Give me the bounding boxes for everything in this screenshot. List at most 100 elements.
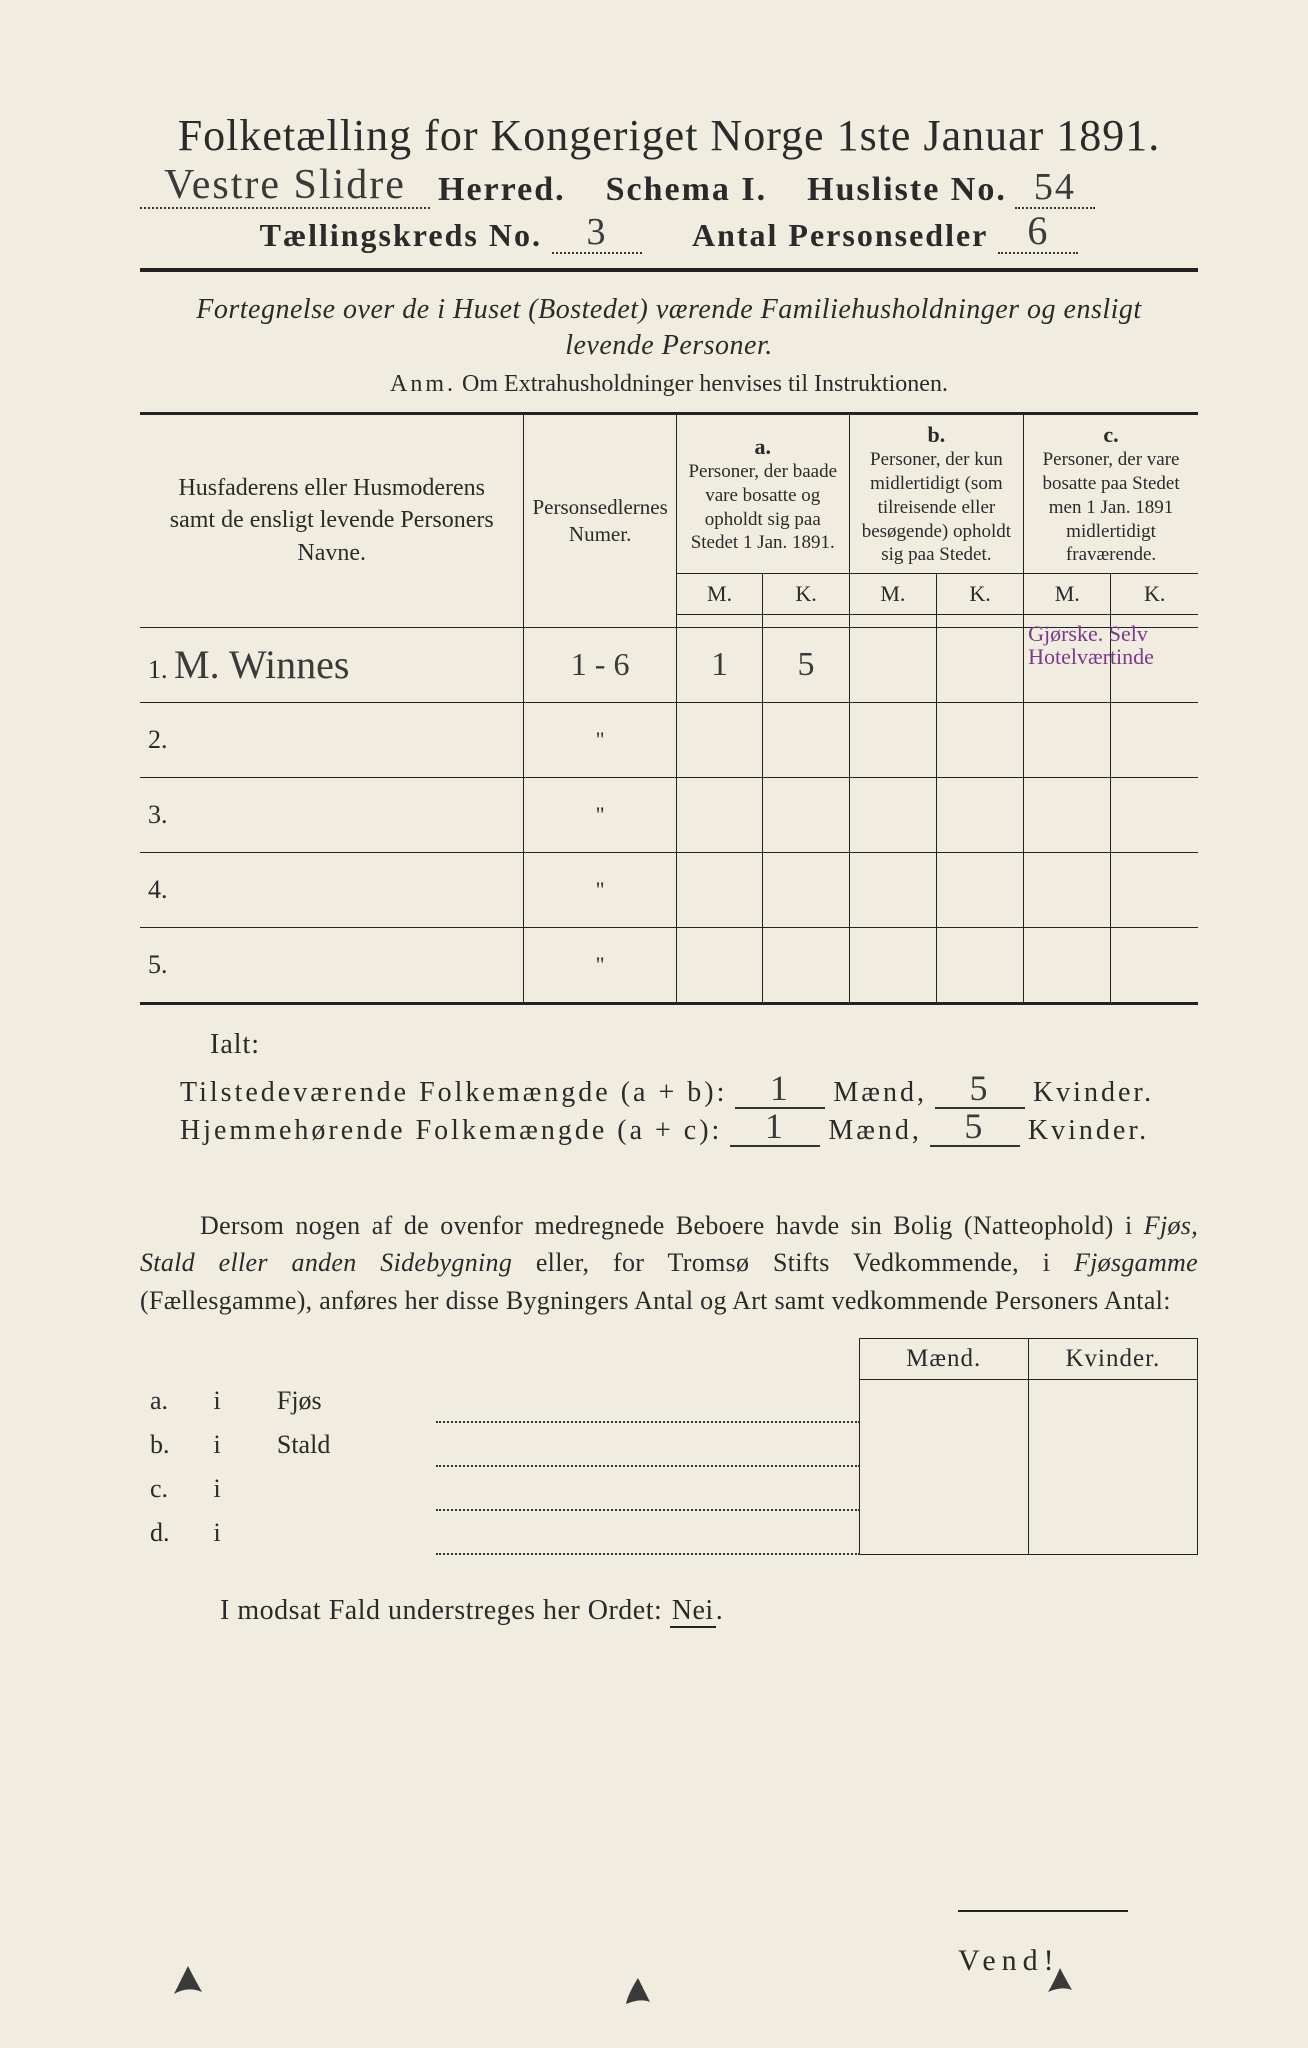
intro-line2: levende Personer. [565,330,773,361]
row-value-cell [937,702,1024,777]
sub-head-m: Mænd. [859,1338,1028,1379]
herred-field: Vestre Slidre [140,173,430,209]
row-value-cell [763,702,849,777]
nei-word: Nei [670,1595,716,1628]
sub-row-letter: a. [140,1379,203,1422]
col-c-k: K. [1111,574,1198,615]
punch-mark [1042,1962,1078,1998]
intro-line1: Fortegnelse over de i Huset (Bostedet) v… [196,294,1141,325]
row-num-cell: " [524,702,676,777]
row-value-cell [849,927,936,1003]
anm-line: Anm. Om Extrahusholdninger henvises til … [140,371,1198,398]
page-title: Folketælling for Kongeriget Norge 1ste J… [140,110,1198,161]
sub-row-m [859,1422,1028,1466]
nei-line: I modsat Fald understreges her Ordet: Ne… [220,1595,1198,1627]
row-value-cell [676,702,763,777]
sub-row-k [1028,1422,1197,1466]
row-num-cell: 1 - 6 [524,627,676,702]
row-value-cell [1111,702,1198,777]
sub-row-i: i [203,1422,266,1466]
row-value-cell [937,777,1024,852]
row-value-cell: Gjørske. Selv Hotelværtinde [1024,627,1111,702]
col-header-num: Personsedlernes Numer. [524,413,676,627]
row-num-cell: " [524,927,676,1003]
row-value-cell [763,777,849,852]
husliste-field: 54 [1015,173,1095,209]
household-table: Husfaderens eller Husmoderens samt de en… [140,412,1198,1005]
maend-label-1: Mænd, [833,1077,927,1109]
sub-row-label: Fjøs [267,1379,436,1422]
table-row: 2. " [140,702,1198,777]
col-c-m: M. [1024,574,1111,615]
row-name-cell: 3. [140,777,524,852]
sub-row-i: i [203,1379,266,1422]
row-value-cell [676,852,763,927]
row-num-cell: " [524,852,676,927]
sum-resident-k: 5 [930,1105,1020,1147]
row-value-cell [937,927,1024,1003]
antal-field: 6 [998,218,1078,254]
row-value-cell [676,927,763,1003]
row-value-cell [937,852,1024,927]
herred-label: Herred. [438,171,566,209]
sub-row-i: i [203,1510,266,1554]
header-rule [140,268,1198,272]
row-value-cell [849,702,936,777]
antal-label: Antal Personsedler [692,217,988,254]
anm-text: Om Extrahusholdninger henvises til Instr… [462,371,948,397]
sub-row-m [859,1466,1028,1510]
sub-row-label [267,1466,436,1510]
table-row: 1. M. Winnes1 - 615 Gjørske. Selv Hotelvæ… [140,627,1198,702]
sub-row-k [1028,1510,1197,1554]
row-value-cell [763,852,849,927]
row-value-cell [849,852,936,927]
kvinder-label-1: Kvinder. [1033,1077,1154,1109]
sub-row-letter: c. [140,1466,203,1510]
sub-row: d.i [140,1510,1198,1554]
row-value-cell [1024,777,1111,852]
kreds-field: 3 [552,218,642,254]
row-value-cell [1111,777,1198,852]
sum-present-k: 5 [935,1067,1025,1109]
row-value-cell [849,627,936,702]
col-a-k: K. [763,574,849,615]
ialt-label: Ialt: [210,1029,1198,1061]
sub-row-dots [436,1510,859,1554]
col-header-name: Husfaderens eller Husmoderens samt de en… [140,413,524,627]
sub-row-dots [436,1379,859,1422]
sub-row-m [859,1510,1028,1554]
sub-row: a.iFjøs [140,1379,1198,1422]
row-name-cell: 2. [140,702,524,777]
schema-label: Schema I. [606,171,768,209]
row-value-cell [1024,927,1111,1003]
sub-row-dots [436,1422,859,1466]
punch-mark [170,1962,206,1998]
row-value-cell: 5 [763,627,849,702]
col-header-c: c. Personer, der vare bosatte paa Stedet… [1024,413,1198,573]
row-value-cell [1024,702,1111,777]
row-value-cell [676,777,763,852]
husliste-handwriting: 54 [1015,165,1095,209]
sub-row-i: i [203,1466,266,1510]
row-value-cell [937,627,1024,702]
anm-label: Anm. [390,371,456,397]
col-header-a: a. Personer, der baade vare bosatte og o… [676,413,849,573]
row-num-cell: " [524,777,676,852]
row-value-cell [1024,852,1111,927]
kreds-handwriting: 3 [552,210,642,254]
sum-resident: Hjemmehørende Folkemængde (a + c): 1 Mæn… [180,1113,1198,1147]
row-name-cell: 1. M. Winnes [140,627,524,702]
sub-row-letter: d. [140,1510,203,1554]
header-line-3: Tællingskreds No. 3 Antal Personsedler 6 [140,217,1198,254]
sub-row-dots [436,1466,859,1510]
sum-resident-label: Hjemmehørende Folkemængde (a + c): [180,1115,722,1147]
table-row: 4. " [140,852,1198,927]
sum-resident-m: 1 [730,1105,820,1147]
sub-row: b.iStald [140,1422,1198,1466]
sub-row-label: Stald [267,1422,436,1466]
sub-row-k [1028,1379,1197,1422]
row-value-cell: 1 [676,627,763,702]
row-name-cell: 5. [140,927,524,1003]
sub-row-letter: b. [140,1422,203,1466]
sum-present: Tilstedeværende Folkemængde (a + b): 1 M… [180,1075,1198,1109]
